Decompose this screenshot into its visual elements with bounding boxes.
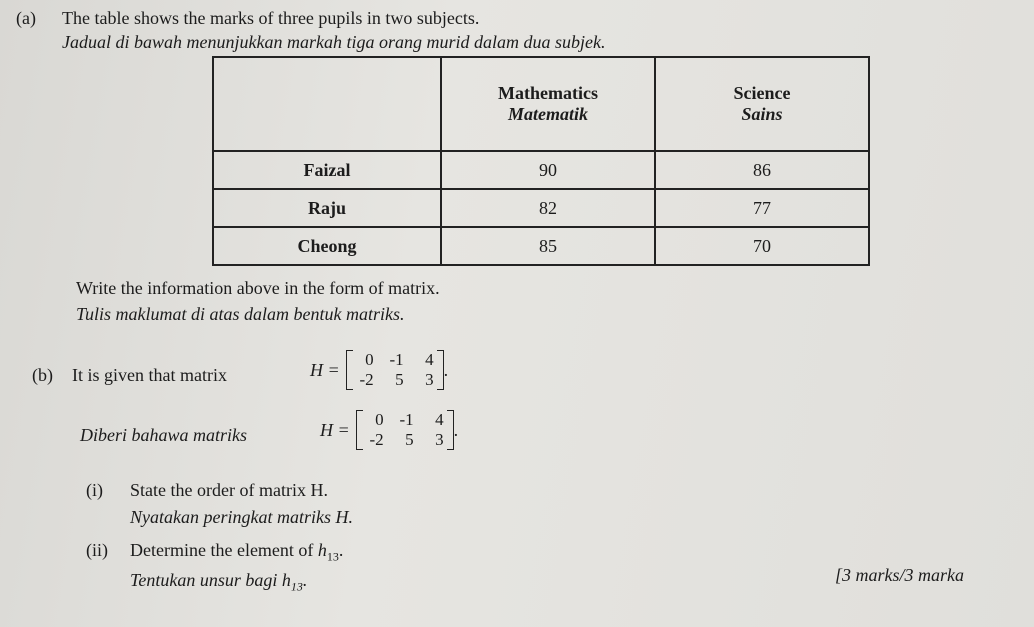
matrix-entry: 3 — [425, 370, 434, 389]
matrix-entry: -2 — [369, 430, 384, 449]
matrix-entry: 3 — [435, 430, 444, 449]
table-cell: Raju — [212, 188, 442, 228]
table-cell: 90 — [440, 150, 656, 190]
suffix: . — [338, 540, 344, 560]
header-en: Mathematics — [498, 83, 598, 103]
sub-question-ms: Tentukan unsur bagi h13. — [130, 570, 307, 595]
bracket — [346, 350, 353, 390]
header-ms: Matematik — [508, 104, 588, 124]
instruction-ms: Tulis maklumat di atas dalam bentuk matr… — [76, 304, 405, 324]
matrix-name: H = — [310, 359, 340, 380]
text: Determine the element of — [130, 540, 314, 560]
matrix: 0 -1 4 -2 5 3 — [355, 410, 454, 450]
marks-table: Mathematics Matematik Science Sains Faizal 90… — [212, 56, 870, 266]
table-cell: 70 — [654, 226, 870, 266]
marks: [3 marks/3 marka — [835, 565, 964, 585]
header-cell: Mathematics Matematik — [440, 56, 656, 152]
question-text: It is given that matrix — [72, 365, 227, 385]
table-cell: Cheong — [212, 226, 442, 266]
symbol: h — [317, 540, 327, 560]
bracket — [436, 350, 443, 390]
matrix-block: H = 0 -1 4 -2 5 3. — [310, 350, 448, 390]
sub-label: (i) — [86, 480, 103, 500]
table-cell: 82 — [440, 188, 656, 228]
matrix-entry: 5 — [405, 430, 414, 449]
header-cell: Science Sains — [654, 56, 870, 152]
subscript: 13 — [290, 579, 303, 594]
text: Tentukan unsur bagi — [130, 570, 278, 590]
sub-question: Determine the element of h13. — [130, 540, 343, 565]
suffix: . — [302, 570, 308, 590]
bracket — [356, 410, 363, 450]
matrix-entry: -2 — [359, 370, 374, 389]
table-cell: Faizal — [212, 150, 442, 190]
question-text-ms: Diberi bahawa matriks — [80, 425, 248, 445]
sub-question: State the order of matrix H. — [130, 480, 328, 500]
matrix-entry: 0 — [365, 350, 374, 369]
matrix-name: H = — [320, 419, 350, 440]
table-cell: 86 — [654, 150, 870, 190]
matrix-entry: -1 — [399, 410, 414, 429]
matrix-entry: -1 — [389, 350, 404, 369]
question-text-ms: Jadual di bawah menunjukkan markah tiga … — [62, 32, 606, 52]
part-label: (a) — [16, 8, 36, 28]
sub-question-ms: Nyatakan peringkat matriks H. — [130, 507, 353, 527]
question-text: The table shows the marks of three pupil… — [62, 8, 480, 28]
instruction: Write the information above in the form … — [76, 278, 440, 298]
header-row: Mathematics Matematik Science Sains — [212, 56, 870, 152]
table-cell: 77 — [654, 188, 870, 228]
header-en: Science — [733, 83, 791, 103]
matrix-block: H = 0 -1 4 -2 5 3. — [320, 410, 458, 450]
suffix: . — [443, 359, 449, 380]
table-row: Raju 82 77 — [212, 188, 870, 228]
part-label: (b) — [32, 365, 53, 385]
matrix-entry: 0 — [375, 410, 384, 429]
corner-cell — [212, 56, 442, 152]
table-row: Cheong 85 70 — [212, 226, 870, 266]
symbol: h — [281, 570, 291, 590]
matrix-entry: 4 — [425, 350, 434, 369]
matrix-entry: 5 — [395, 370, 404, 389]
matrix-entry: 4 — [435, 410, 444, 429]
suffix: . — [453, 419, 459, 440]
matrix: 0 -1 4 -2 5 3 — [345, 350, 444, 390]
subscript: 13 — [326, 549, 339, 564]
bracket — [446, 410, 453, 450]
header-ms: Sains — [741, 104, 783, 124]
table-cell: 85 — [440, 226, 656, 266]
table-row: Faizal 90 86 — [212, 150, 870, 190]
sub-label: (ii) — [86, 540, 108, 560]
